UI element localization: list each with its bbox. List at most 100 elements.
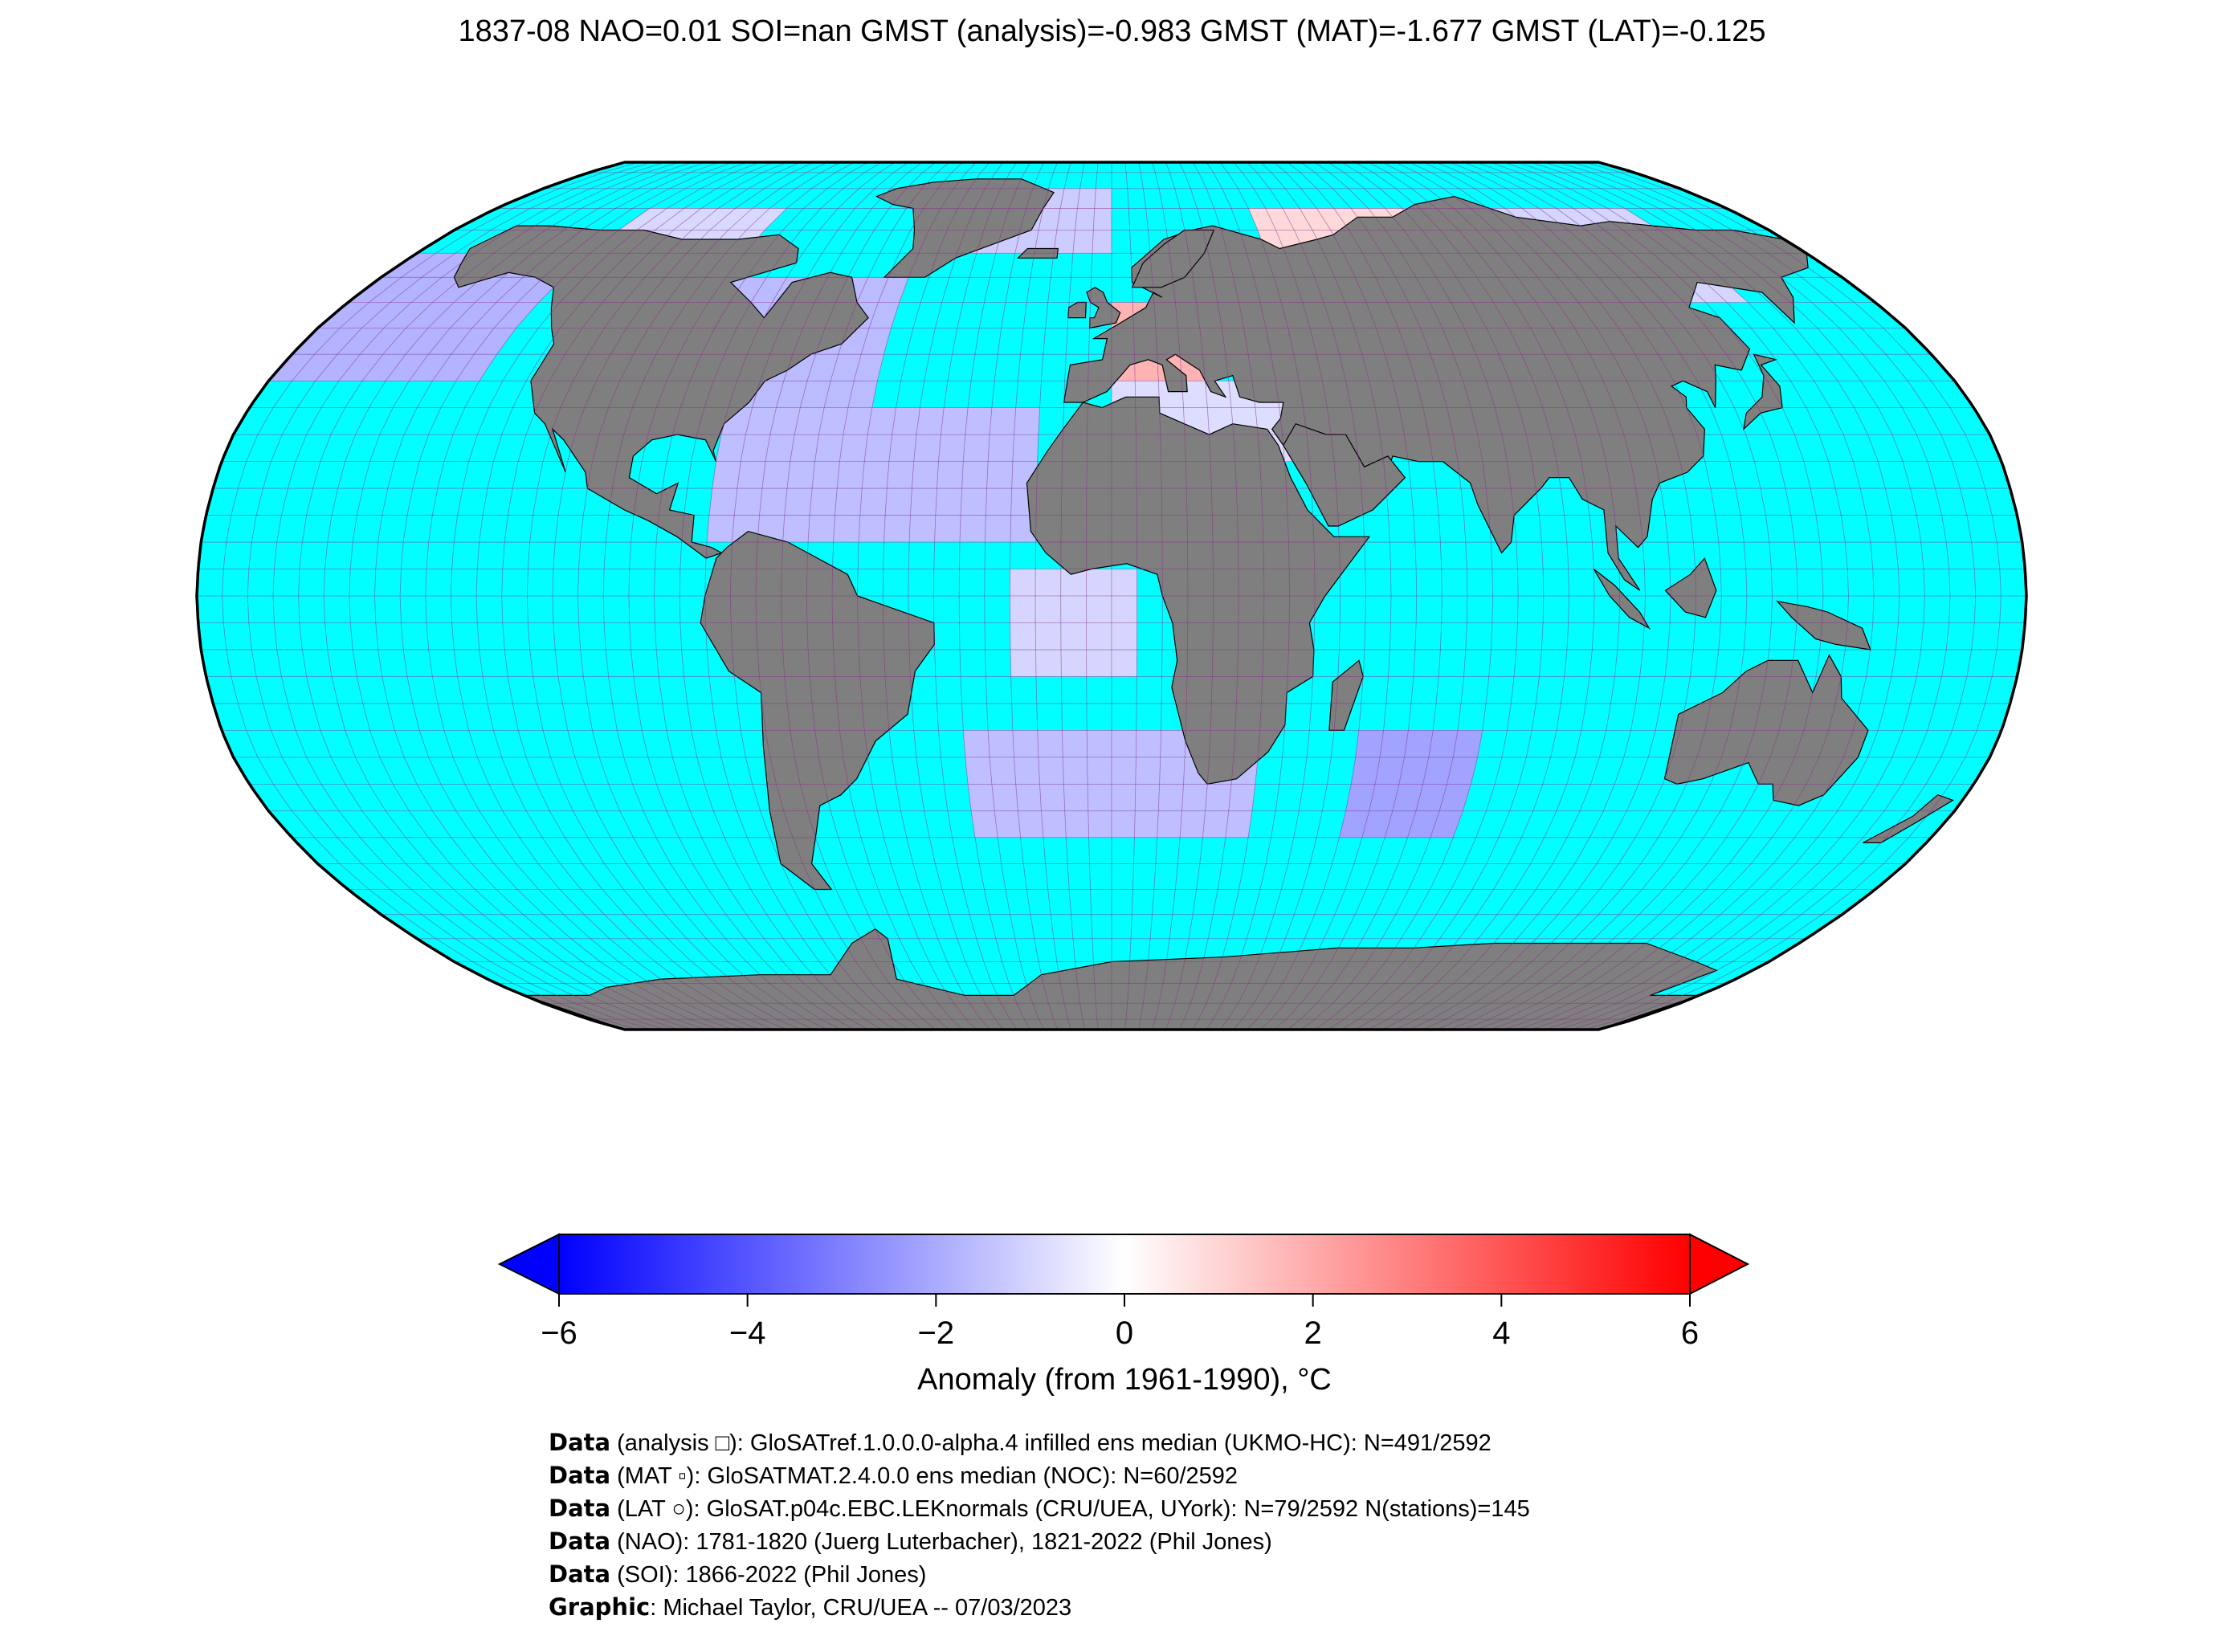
anomaly-cell — [1112, 810, 1136, 838]
anomaly-cell — [1041, 810, 1067, 838]
meridian-line — [654, 162, 869, 1030]
anomaly-cell — [1351, 757, 1381, 785]
colorbar-tick-label: 4 — [1492, 1315, 1511, 1351]
meridian-line — [1259, 162, 1392, 1030]
anomaly-cell — [451, 328, 495, 355]
anomaly-cell — [673, 208, 719, 230]
map-title: 1837-08 NAO=0.01 SOI=nan GMST (analysis)… — [458, 14, 1766, 48]
anomaly-cell — [1012, 730, 1039, 757]
meridian-line — [1476, 162, 1798, 1030]
anomaly-cell — [338, 354, 383, 381]
meridian-line — [704, 162, 896, 1030]
anomaly-cell — [765, 434, 795, 462]
anomaly-cell — [636, 208, 684, 230]
anomaly-cell — [759, 488, 787, 516]
anomaly-cell — [737, 461, 765, 489]
anomaly-cell — [655, 208, 701, 230]
anomaly-cell — [843, 407, 872, 435]
credit-line-soi: Data (SOI): 1866-2022 (Phil Jones) — [549, 1560, 927, 1588]
anomaly-cell — [1015, 784, 1042, 811]
meridian-line — [933, 162, 1018, 1030]
anomaly-cell — [1072, 230, 1094, 254]
anomaly-cell — [794, 407, 825, 435]
meridian-line — [1034, 162, 1071, 1030]
anomaly-cell — [1300, 208, 1331, 230]
anomaly-cell — [1112, 569, 1137, 596]
anomaly-cell — [762, 461, 790, 489]
anomaly-cell — [494, 302, 539, 328]
anomaly-cell — [1112, 730, 1136, 757]
meridian-line — [1138, 162, 1163, 1030]
meridian-line — [247, 162, 652, 1030]
anomaly-cell — [835, 488, 863, 516]
anomaly-cell — [878, 277, 909, 303]
anomaly-cell — [348, 277, 402, 303]
anomaly-cell — [709, 208, 753, 230]
anomaly-cell — [314, 328, 362, 355]
meridian-line — [475, 162, 774, 1030]
anomaly-cell — [1160, 730, 1186, 757]
anomaly-cell — [317, 302, 369, 328]
anomaly-cell — [741, 434, 770, 462]
anomaly-cell — [728, 208, 769, 230]
anomaly-cell — [888, 434, 916, 462]
anomaly-cell — [1112, 757, 1136, 785]
anomaly-cell — [337, 328, 384, 355]
anomaly-cell — [1063, 757, 1088, 785]
meridian-line — [1354, 162, 1569, 1030]
anomaly-cell — [1010, 569, 1036, 596]
anomaly-cell — [994, 810, 1021, 838]
meridian-line — [501, 162, 788, 1030]
anomaly-cell — [787, 461, 815, 489]
anomaly-cell — [1035, 650, 1062, 677]
meridian-line — [1219, 162, 1316, 1030]
anomaly-cell — [782, 515, 810, 542]
anomaly-cell — [810, 488, 838, 516]
anomaly-cell — [1380, 730, 1409, 757]
anomaly-cell — [916, 407, 945, 435]
anomaly-cell — [1014, 230, 1039, 254]
anomaly-cell — [475, 277, 524, 303]
anomaly-cell — [471, 302, 518, 328]
meridian-line — [1490, 162, 1824, 1030]
anomaly-cell — [869, 302, 900, 328]
anomaly-cell — [1035, 569, 1061, 596]
meridian-line — [1395, 162, 1646, 1030]
credit-line-nao: Data (NAO): 1781-1820 (Juerg Luterbacher… — [549, 1528, 1272, 1555]
anomaly-cell — [1086, 622, 1112, 650]
anomaly-cell — [382, 328, 428, 355]
meridian-line — [1463, 162, 1773, 1030]
meridian-line — [1557, 162, 1951, 1030]
colorbar-label: Anomaly (from 1961-1990), °C — [917, 1363, 1332, 1397]
anomaly-cell — [833, 515, 860, 542]
anomaly-cell — [1087, 757, 1112, 785]
anomaly-cell — [1112, 596, 1137, 623]
anomaly-cell — [1039, 784, 1065, 811]
colorbar-tick-label: 2 — [1304, 1315, 1322, 1351]
anomaly-cell — [912, 461, 939, 489]
anomaly-cell — [1407, 810, 1440, 838]
anomaly-cell — [986, 461, 1013, 489]
anomaly-cell — [1136, 730, 1161, 757]
anomaly-cell — [1375, 757, 1405, 785]
meridian-line — [1010, 162, 1058, 1030]
anomaly-cell — [1112, 650, 1137, 677]
anomaly-cell — [1361, 810, 1393, 838]
meridian-line — [1314, 162, 1494, 1030]
land-arabia — [1283, 422, 1406, 527]
meridian-line — [577, 162, 828, 1030]
anomaly-cell — [427, 302, 475, 328]
anomaly-cell — [961, 488, 987, 516]
anomaly-cell — [1035, 596, 1061, 623]
anomaly-cell — [1404, 730, 1434, 757]
anomaly-cell — [1018, 810, 1043, 838]
lat-lon-gridlines — [197, 162, 2026, 1030]
anomaly-cell — [991, 784, 1018, 811]
anomaly-cell — [745, 407, 777, 435]
anomaly-cell — [362, 354, 406, 381]
anomaly-cell — [1063, 784, 1088, 811]
meridian-line — [1287, 162, 1443, 1030]
anomaly-cell — [1060, 622, 1087, 650]
anomaly-cell — [1159, 757, 1185, 785]
anomaly-cell — [937, 461, 964, 489]
